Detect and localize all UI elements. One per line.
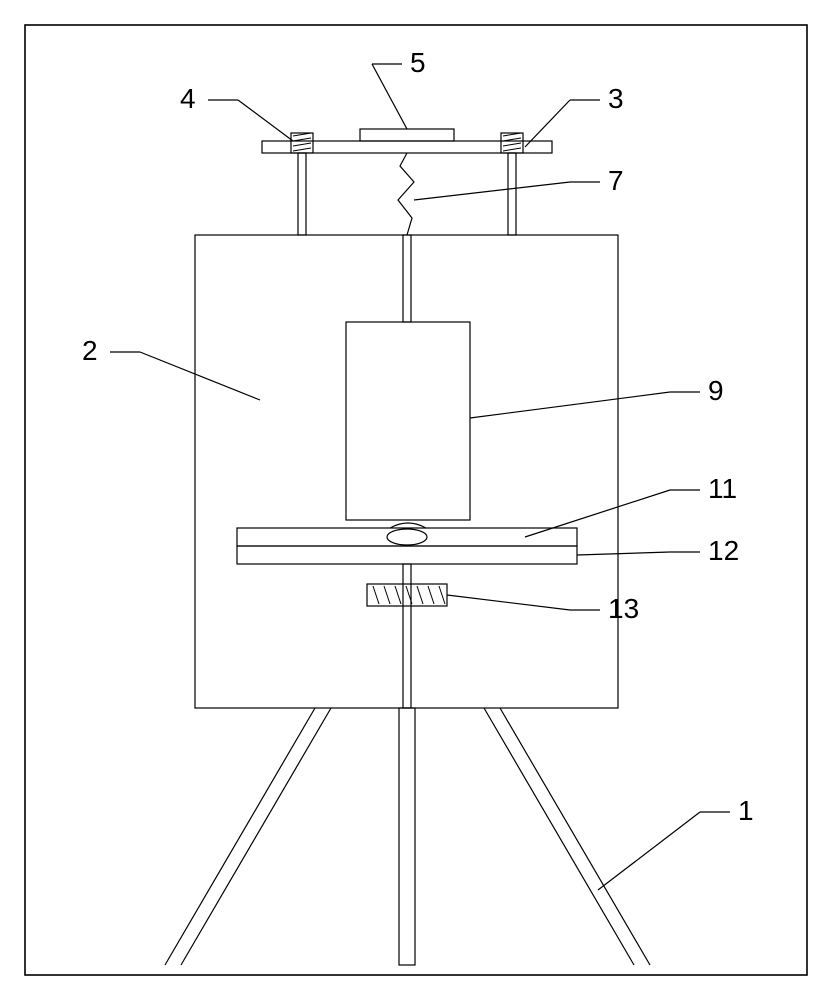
svg-text:2: 2 bbox=[82, 335, 98, 366]
svg-text:11: 11 bbox=[708, 473, 737, 504]
svg-text:4: 4 bbox=[180, 83, 196, 114]
svg-text:13: 13 bbox=[608, 593, 639, 624]
svg-text:1: 1 bbox=[738, 795, 754, 826]
svg-text:5: 5 bbox=[410, 47, 426, 78]
svg-text:3: 3 bbox=[608, 83, 624, 114]
svg-text:9: 9 bbox=[708, 375, 724, 406]
svg-text:12: 12 bbox=[708, 535, 739, 566]
svg-text:7: 7 bbox=[608, 165, 624, 196]
